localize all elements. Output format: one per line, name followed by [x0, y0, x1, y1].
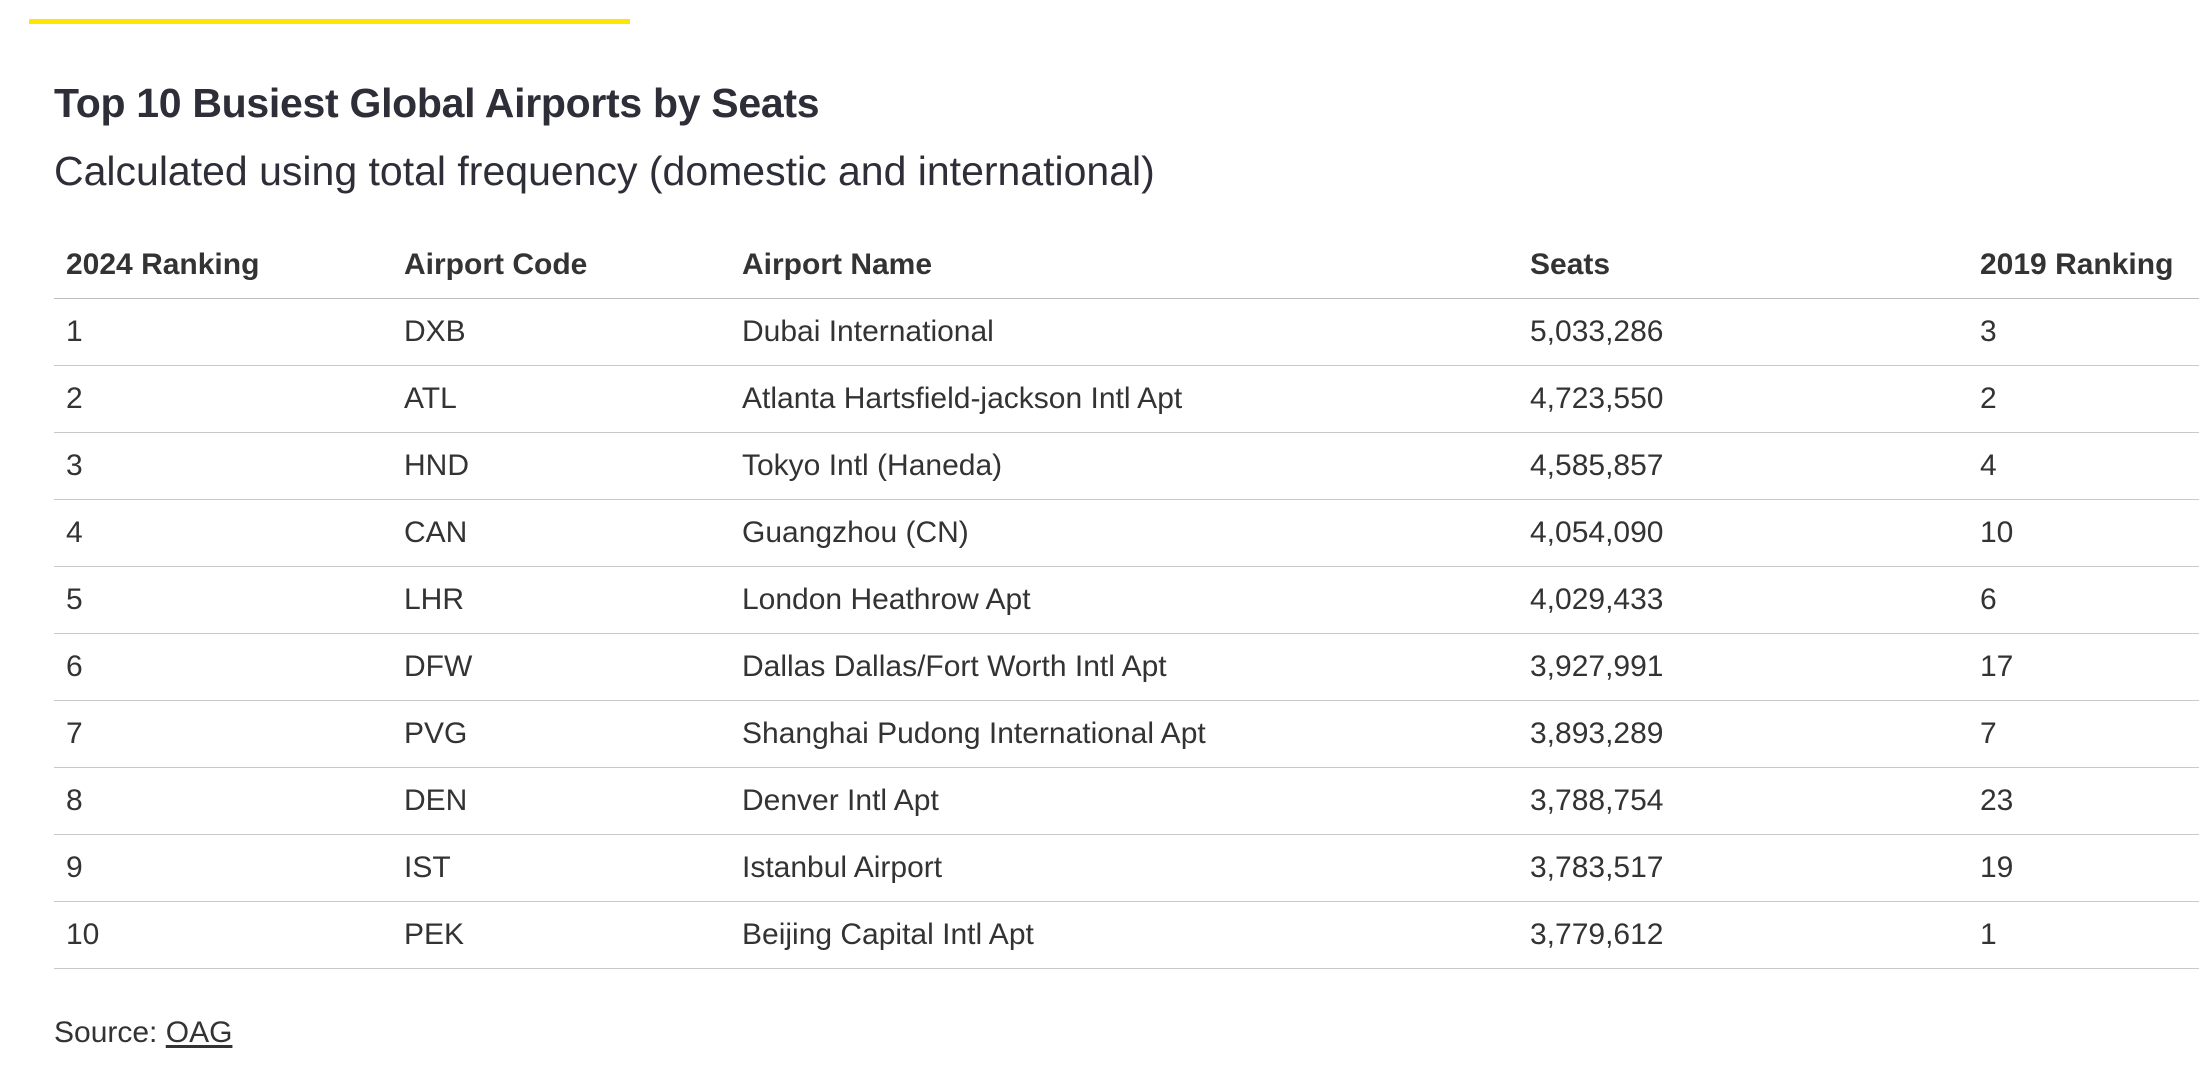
cell-airport-name: Tokyo Intl (Haneda)	[730, 432, 1518, 500]
cell-airport-code: DFW	[392, 633, 730, 701]
cell-2019-ranking: 10	[1968, 499, 2199, 567]
cell-2024-ranking: 9	[54, 834, 392, 902]
cell-2024-ranking: 4	[54, 499, 392, 567]
cell-seats: 4,723,550	[1518, 365, 1968, 433]
page-subtitle: Calculated using total frequency (domest…	[54, 148, 1155, 194]
cell-airport-name: Dubai International	[730, 298, 1518, 366]
accent-bar	[29, 19, 630, 24]
cell-2024-ranking: 6	[54, 633, 392, 701]
cell-2024-ranking: 10	[54, 901, 392, 969]
column-header-airport-name[interactable]: Airport Name	[730, 231, 1518, 299]
cell-2019-ranking: 3	[1968, 298, 2199, 366]
cell-2024-ranking: 1	[54, 298, 392, 366]
cell-airport-code: DXB	[392, 298, 730, 366]
cell-airport-code: PEK	[392, 901, 730, 969]
airports-table: 2024 Ranking Airport Code Airport Name S…	[54, 231, 2199, 969]
cell-seats: 3,788,754	[1518, 767, 1968, 835]
cell-2019-ranking: 1	[1968, 901, 2199, 969]
cell-seats: 3,783,517	[1518, 834, 1968, 902]
cell-seats: 4,029,433	[1518, 566, 1968, 634]
cell-2019-ranking: 19	[1968, 834, 2199, 902]
page-title: Top 10 Busiest Global Airports by Seats	[54, 80, 820, 126]
column-header-2024-ranking[interactable]: 2024 Ranking	[54, 231, 392, 299]
cell-seats: 5,033,286	[1518, 298, 1968, 366]
table-row: 1 DXB Dubai International 5,033,286 3	[54, 298, 2199, 366]
cell-airport-name: Guangzhou (CN)	[730, 499, 1518, 567]
column-header-2019-ranking[interactable]: 2019 Ranking	[1968, 231, 2199, 299]
cell-airport-code: DEN	[392, 767, 730, 835]
cell-2024-ranking: 7	[54, 700, 392, 768]
cell-seats: 3,927,991	[1518, 633, 1968, 701]
cell-airport-name: Istanbul Airport	[730, 834, 1518, 902]
source-note: Source: OAG	[54, 1016, 232, 1050]
table-row: 2 ATL Atlanta Hartsfield-jackson Intl Apt 4…	[54, 365, 2199, 433]
cell-airport-code: HND	[392, 432, 730, 500]
cell-2024-ranking: 8	[54, 767, 392, 835]
cell-2019-ranking: 2	[1968, 365, 2199, 433]
cell-airport-name: Beijing Capital Intl Apt	[730, 901, 1518, 969]
cell-2019-ranking: 4	[1968, 432, 2199, 500]
column-header-seats[interactable]: Seats	[1518, 231, 1968, 299]
cell-2019-ranking: 23	[1968, 767, 2199, 835]
cell-airport-name: London Heathrow Apt	[730, 566, 1518, 634]
cell-2024-ranking: 3	[54, 432, 392, 500]
source-link[interactable]: OAG	[165, 1016, 233, 1049]
table-header-row: 2024 Ranking Airport Code Airport Name S…	[54, 231, 2199, 299]
cell-airport-name: Shanghai Pudong International Apt	[730, 700, 1518, 768]
table-row: 10 PEK Beijing Capital Intl Apt 3,779,612 1	[54, 901, 2199, 969]
table-row: 7 PVG Shanghai Pudong International Apt 3,8…	[54, 700, 2199, 768]
table-row: 5 LHR London Heathrow Apt 4,029,433 6	[54, 566, 2199, 634]
table-row: 3 HND Tokyo Intl (Haneda) 4,585,857 4	[54, 432, 2199, 500]
cell-airport-code: CAN	[392, 499, 730, 567]
cell-seats: 4,054,090	[1518, 499, 1968, 567]
cell-seats: 3,893,289	[1518, 700, 1968, 768]
table-row: 8 DEN Denver Intl Apt 3,788,754 23	[54, 767, 2199, 835]
cell-airport-code: PVG	[392, 700, 730, 768]
cell-seats: 3,779,612	[1518, 901, 1968, 969]
table-row: 4 CAN Guangzhou (CN) 4,054,090 10	[54, 499, 2199, 567]
cell-airport-code: IST	[392, 834, 730, 902]
cell-airport-code: LHR	[392, 566, 730, 634]
cell-airport-name: Denver Intl Apt	[730, 767, 1518, 835]
table-row: 9 IST Istanbul Airport 3,783,517 19	[54, 834, 2199, 902]
cell-airport-code: ATL	[392, 365, 730, 433]
cell-2019-ranking: 6	[1968, 566, 2199, 634]
cell-2024-ranking: 5	[54, 566, 392, 634]
source-label: Source:	[54, 1016, 166, 1049]
table-body: 1 DXB Dubai International 5,033,286 3 2 ATL Atl…	[54, 298, 2199, 969]
table-row: 6 DFW Dallas Dallas/Fort Worth Intl Apt 3,9…	[54, 633, 2199, 701]
cell-2019-ranking: 7	[1968, 700, 2199, 768]
cell-2019-ranking: 17	[1968, 633, 2199, 701]
column-header-airport-code[interactable]: Airport Code	[392, 231, 730, 299]
table-header: 2024 Ranking Airport Code Airport Name S…	[54, 231, 2199, 299]
cell-2024-ranking: 2	[54, 365, 392, 433]
cell-airport-name: Atlanta Hartsfield-jackson Intl Apt	[730, 365, 1518, 433]
cell-seats: 4,585,857	[1518, 432, 1968, 500]
cell-airport-name: Dallas Dallas/Fort Worth Intl Apt	[730, 633, 1518, 701]
